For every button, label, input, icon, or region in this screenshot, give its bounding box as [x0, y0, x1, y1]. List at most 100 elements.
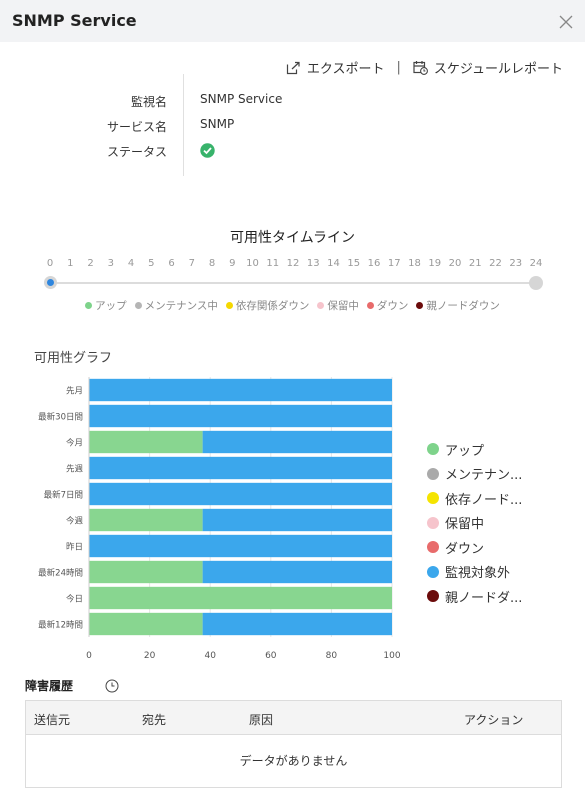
timeline-legend-label: ダウン — [376, 300, 409, 312]
legend-dot-icon — [427, 492, 439, 505]
close-icon[interactable] — [557, 13, 575, 31]
report-actions: エクスポート | スケジュールレポート — [286, 58, 563, 77]
category-label: 最新7日間 — [44, 490, 83, 501]
timeline-legend-item: 保留中 — [317, 298, 359, 313]
graph-legend-item[interactable]: 依存ノード... — [427, 486, 522, 511]
column-destination[interactable]: 宛先 — [142, 713, 167, 727]
timeline-legend-label: アップ — [95, 300, 127, 312]
schedule-report-button[interactable]: スケジュールレポート — [413, 58, 563, 77]
bar-segment — [89, 508, 203, 532]
timeline-tick: 12 — [286, 258, 300, 269]
dialog-header: SNMP Service — [0, 0, 585, 42]
graph-legend: アップメンテナン... 依存ノード... 保留中ダウン監視対象外 親ノードダ... — [427, 437, 522, 609]
monitor-name-value: SNMP Service — [200, 92, 283, 106]
timeline-tick: 23 — [509, 258, 523, 269]
timeline-legend-label: メンテナンス中 — [144, 300, 218, 312]
timeline-tick: 7 — [188, 258, 195, 269]
graph-legend-item[interactable]: メンテナン... — [427, 462, 522, 487]
calendar-clock-icon — [413, 61, 428, 75]
category-label: 最新30日間 — [38, 412, 83, 423]
bar-segment — [202, 612, 392, 636]
graph-legend-label: ダウン — [445, 541, 485, 557]
graph-legend-item[interactable]: アップ — [427, 437, 522, 462]
timeline-legend-item: メンテナンス中 — [134, 298, 218, 313]
timeline-track — [50, 282, 536, 284]
legend-dot-icon — [427, 516, 439, 529]
graph-legend-label: メンテナン... — [445, 468, 523, 484]
timeline-tick: 11 — [266, 258, 280, 269]
column-action[interactable]: アクション — [464, 713, 524, 727]
status-label: ステータス — [106, 145, 167, 159]
timeline-tick: 13 — [306, 258, 320, 269]
timeline-tick: 20 — [448, 258, 462, 269]
category-label: 昨日 — [66, 542, 83, 553]
legend-dot-icon — [366, 302, 374, 309]
service-name-label: サービス名 — [106, 120, 167, 134]
bar-segment — [202, 430, 392, 454]
graph-legend-label: 依存ノード... — [445, 492, 523, 508]
legend-dot-icon — [427, 443, 439, 456]
x-tick-label: 80 — [326, 651, 338, 661]
timeline-legend-label: 親ノードダウン — [426, 300, 500, 312]
timeline-tick: 22 — [489, 258, 502, 269]
timeline-tick: 15 — [347, 258, 361, 269]
bar-segment — [89, 430, 203, 454]
legend-dot-icon — [427, 541, 439, 554]
graph-legend-item[interactable]: 監視対象外 — [427, 560, 522, 585]
column-reason[interactable]: 原因 — [249, 713, 274, 727]
schedule-report-label: スケジュールレポート — [433, 62, 563, 77]
timeline-tick: 21 — [468, 258, 482, 269]
failure-history-title: 障害履歴 — [25, 679, 74, 693]
info-divider — [183, 74, 184, 176]
failure-history-table: 送信元 宛先 原因 アクション データがありません — [25, 700, 562, 788]
timeline-tick: 8 — [208, 258, 216, 269]
legend-dot-icon — [427, 590, 439, 603]
legend-dot-icon — [416, 302, 424, 309]
legend-dot-icon — [85, 302, 93, 309]
export-button[interactable]: エクスポート — [286, 58, 385, 77]
column-source[interactable]: 送信元 — [34, 713, 71, 727]
bar-segment — [89, 612, 203, 636]
clock-icon[interactable] — [105, 679, 119, 693]
timeline-legend-item: 親ノードダウン — [416, 298, 500, 313]
graph-title: 可用性グラフ — [34, 351, 113, 366]
timeline-tick: 16 — [367, 258, 381, 269]
bar-segment — [89, 560, 203, 584]
graph-legend-item[interactable]: 親ノードダ... — [427, 584, 522, 609]
x-tick-label: 20 — [144, 651, 156, 661]
x-tick-label: 60 — [265, 651, 277, 661]
graph-legend-item[interactable]: 保留中 — [427, 511, 522, 536]
timeline-tick: 19 — [428, 258, 442, 269]
timeline-end-marker[interactable] — [529, 276, 543, 290]
table-header: 送信元 宛先 原因 アクション — [26, 701, 561, 735]
category-label: 先週 — [66, 464, 84, 475]
legend-dot-icon — [427, 565, 439, 578]
bar-segment — [202, 508, 392, 532]
bar-segment — [89, 586, 392, 610]
timeline-legend-label: 依存関係ダウン — [235, 300, 310, 312]
timeline-tick: 6 — [168, 258, 175, 269]
timeline-tick: 24 — [529, 258, 543, 269]
graph-legend-item[interactable]: ダウン — [427, 535, 522, 560]
timeline-tick: 2 — [87, 258, 94, 269]
timeline-legend-item: ダウン — [366, 298, 409, 313]
category-label: 今月 — [66, 438, 83, 449]
timeline-tick: 18 — [408, 258, 421, 269]
timeline-start-dot — [47, 279, 54, 286]
timeline-tick: 5 — [148, 258, 155, 269]
timeline-legend-item: アップ — [85, 298, 127, 313]
bar-segment — [89, 378, 392, 402]
timeline-title: 可用性タイムライン — [229, 230, 356, 246]
category-label: 今週 — [66, 516, 84, 527]
category-label: 今日 — [66, 594, 83, 605]
x-tick-label: 40 — [204, 651, 216, 661]
export-icon — [286, 61, 300, 74]
legend-dot-icon — [134, 302, 142, 309]
graph-legend-label: 保留中 — [445, 517, 485, 533]
timeline-legend-item: 依存関係ダウン — [225, 298, 310, 313]
category-label: 先月 — [66, 386, 83, 397]
timeline-legend-label: 保留中 — [327, 300, 359, 312]
bar-segment — [89, 482, 392, 506]
timeline-tick: 9 — [229, 258, 236, 269]
